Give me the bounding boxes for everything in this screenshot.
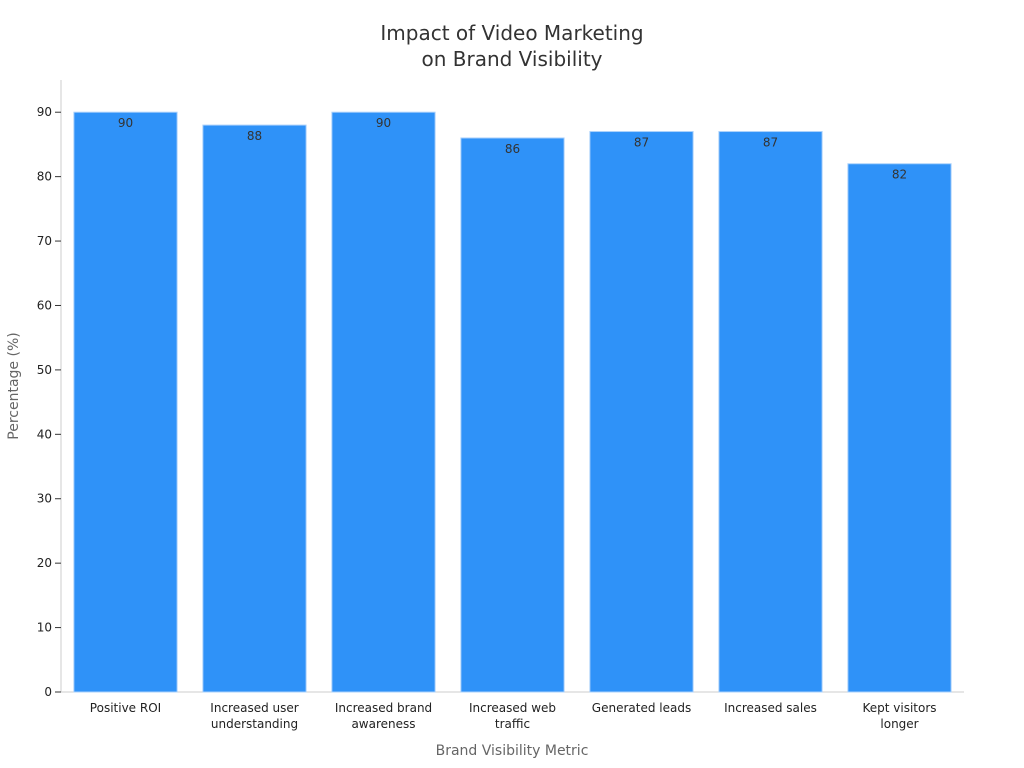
data-label: 87 bbox=[634, 136, 649, 150]
x-tick-label: Kept visitors longer bbox=[862, 701, 936, 731]
x-tick-label: Generated leads bbox=[592, 701, 691, 715]
y-tick-label: 30 bbox=[37, 492, 52, 506]
x-tick-label-line: Generated leads bbox=[592, 701, 691, 715]
x-tick-label: Increased brand awareness bbox=[335, 701, 432, 731]
x-tick-label-line: Increased user bbox=[210, 701, 298, 715]
x-axis-label: Brand Visibility Metric bbox=[436, 743, 589, 759]
data-label: 90 bbox=[118, 116, 133, 130]
bar bbox=[460, 137, 565, 693]
bar bbox=[718, 131, 823, 693]
chart-title-line-1: Impact of Video Marketing bbox=[380, 21, 643, 45]
chart-title: Impact of Video Marketing on Brand Visib… bbox=[380, 21, 643, 71]
x-tick-label: Increased user understanding bbox=[210, 701, 298, 731]
x-tick-label-line: Kept visitors bbox=[862, 701, 936, 715]
data-label: 87 bbox=[763, 136, 778, 150]
y-tick-label: 90 bbox=[37, 105, 52, 119]
x-tick-label-line: awareness bbox=[351, 717, 415, 731]
x-tick-label-line: traffic bbox=[495, 717, 530, 731]
chart-title-line-2: on Brand Visibility bbox=[421, 47, 602, 71]
x-tick-label: Increased web traffic bbox=[469, 701, 556, 731]
x-tick-label: Positive ROI bbox=[90, 701, 161, 715]
y-tick-label: 0 bbox=[44, 685, 52, 699]
bar bbox=[847, 163, 952, 693]
y-tick-label: 80 bbox=[37, 170, 52, 184]
x-tick-label-line: Increased brand bbox=[335, 701, 432, 715]
data-label: 86 bbox=[505, 142, 520, 156]
plot-area: 0 10 20 30 40 50 60 70 80 90 90 Positive ROI 88 Incre… bbox=[37, 80, 964, 731]
y-axis-label: Percentage (%) bbox=[6, 332, 22, 439]
data-label: 82 bbox=[892, 168, 907, 182]
y-tick-label: 40 bbox=[37, 427, 52, 441]
y-tick-label: 70 bbox=[37, 234, 52, 248]
x-tick-label-line: longer bbox=[880, 717, 918, 731]
bar bbox=[73, 111, 178, 693]
y-tick-label: 20 bbox=[37, 556, 52, 570]
data-label: 90 bbox=[376, 116, 391, 130]
bar bbox=[202, 124, 307, 693]
bar bbox=[331, 111, 436, 693]
bar bbox=[589, 131, 694, 693]
x-tick-label-line: Positive ROI bbox=[90, 701, 161, 715]
x-tick-label: Increased sales bbox=[724, 701, 817, 715]
x-tick-label-line: Increased sales bbox=[724, 701, 817, 715]
y-tick-label: 60 bbox=[37, 298, 52, 312]
x-tick-label-line: understanding bbox=[211, 717, 298, 731]
y-tick-label: 10 bbox=[37, 621, 52, 635]
x-tick-label-line: Increased web bbox=[469, 701, 556, 715]
data-label: 88 bbox=[247, 129, 262, 143]
y-tick-label: 50 bbox=[37, 363, 52, 377]
